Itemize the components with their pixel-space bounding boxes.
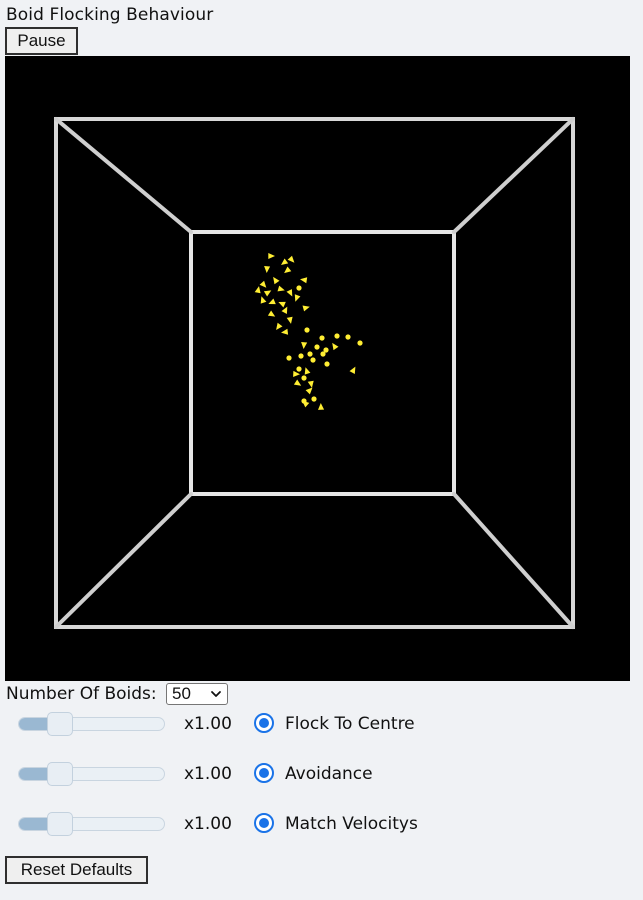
boid (318, 403, 325, 410)
pause-button[interactable]: Pause (5, 27, 78, 55)
boid (286, 316, 293, 324)
avoidance-multiplier: x1.00 (184, 764, 232, 784)
num-boids-selected-value: 50 (172, 684, 191, 703)
flock-to-centre-slider-track[interactable] (18, 717, 165, 731)
flock-to-centre-label: Flock To Centre (285, 714, 415, 734)
boid (357, 340, 363, 346)
boid (267, 310, 276, 317)
page-title: Boid Flocking Behaviour (6, 5, 214, 25)
box-edge-bottom-left (54, 492, 193, 629)
boid (314, 344, 320, 350)
boid (301, 375, 307, 381)
boid (320, 351, 326, 357)
boid (310, 357, 316, 363)
boid (281, 258, 289, 265)
match-velocitys-radio[interactable] (254, 813, 274, 833)
box-edge-bottom-right (452, 492, 575, 629)
boid (293, 379, 302, 386)
boid (276, 322, 283, 330)
boid (273, 276, 280, 285)
box-front-face (54, 117, 575, 629)
boid (302, 305, 310, 312)
boid (268, 253, 275, 259)
boid (254, 286, 261, 294)
match-velocitys-slider-thumb[interactable] (47, 812, 73, 836)
boid (301, 342, 308, 349)
boid (334, 333, 340, 339)
match-velocitys-multiplier: x1.00 (184, 814, 232, 834)
flock-to-centre-multiplier: x1.00 (184, 714, 232, 734)
avoidance-label: Avoidance (285, 764, 373, 784)
boid (305, 387, 313, 395)
chevron-down-icon (211, 691, 221, 697)
boid (304, 327, 310, 333)
avoidance-slider-thumb[interactable] (47, 762, 73, 786)
boid (284, 266, 292, 274)
boid-flock (254, 253, 363, 410)
num-boids-select[interactable]: 50 (166, 683, 229, 705)
flock-to-centre-radio[interactable] (254, 713, 274, 733)
boid (263, 290, 272, 297)
num-boids-control: Number Of Boids: 50 (6, 683, 229, 705)
boid (278, 301, 286, 308)
boid (349, 366, 356, 374)
boid (281, 306, 288, 314)
box-edge-top-right (452, 117, 575, 234)
match-velocitys-row: x1.00 Match Velocitys (18, 811, 438, 837)
avoidance-radio[interactable] (254, 763, 274, 783)
boid (307, 380, 314, 388)
avoidance-row: x1.00 Avoidance (18, 761, 438, 787)
boid (323, 347, 329, 353)
match-velocitys-slider-track[interactable] (18, 817, 165, 831)
simulation-canvas (54, 117, 575, 629)
boid (319, 335, 325, 341)
bounding-box (54, 117, 575, 629)
boid (311, 396, 317, 402)
box-edge-top-left (54, 117, 193, 234)
boid (296, 366, 302, 372)
flock-to-centre-row: x1.00 Flock To Centre (18, 711, 438, 737)
boid (268, 298, 276, 305)
boid (324, 361, 330, 367)
boid (296, 285, 302, 291)
boid (293, 370, 300, 377)
match-velocitys-label: Match Velocitys (285, 814, 418, 834)
reset-defaults-button[interactable]: Reset Defaults (5, 856, 148, 884)
boid (304, 367, 311, 375)
boid (260, 296, 267, 304)
avoidance-slider-track[interactable] (18, 767, 165, 781)
boid (287, 255, 295, 263)
boid (286, 355, 292, 361)
boid (300, 277, 308, 284)
boid (302, 400, 310, 408)
num-boids-label: Number Of Boids: (6, 684, 157, 704)
boid (259, 280, 267, 288)
boid (307, 351, 313, 357)
simulation-viewport[interactable] (5, 56, 630, 681)
boid (281, 328, 289, 335)
box-back-face (189, 230, 456, 496)
flock-to-centre-slider-thumb[interactable] (47, 712, 73, 736)
boid (264, 266, 271, 273)
boid (277, 285, 285, 292)
boid (345, 334, 351, 340)
boid (298, 353, 304, 359)
boid (332, 342, 339, 351)
boid (286, 289, 293, 297)
boid (294, 294, 301, 302)
